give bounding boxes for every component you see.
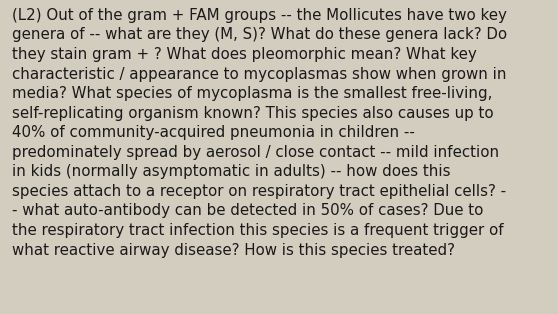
- Text: (L2) Out of the gram + FAM groups -- the Mollicutes have two key
genera of -- wh: (L2) Out of the gram + FAM groups -- the…: [12, 8, 507, 257]
